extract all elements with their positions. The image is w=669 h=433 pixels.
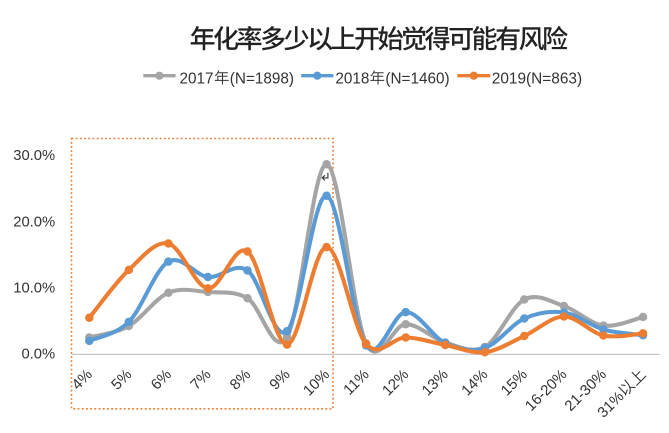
svg-text:10.0%: 10.0%	[13, 280, 55, 296]
svg-text:20.0%: 20.0%	[13, 214, 55, 230]
svg-text:2017: 2017	[180, 70, 214, 87]
svg-text:0.0%: 0.0%	[21, 347, 55, 363]
svg-text:30.0%: 30.0%	[13, 148, 55, 164]
svg-text:(N=1898): (N=1898)	[230, 70, 294, 87]
svg-text:2018: 2018	[335, 70, 369, 87]
svg-text:2019(N=863): 2019(N=863)	[492, 70, 582, 87]
svg-text:(N=1460): (N=1460)	[385, 70, 449, 87]
